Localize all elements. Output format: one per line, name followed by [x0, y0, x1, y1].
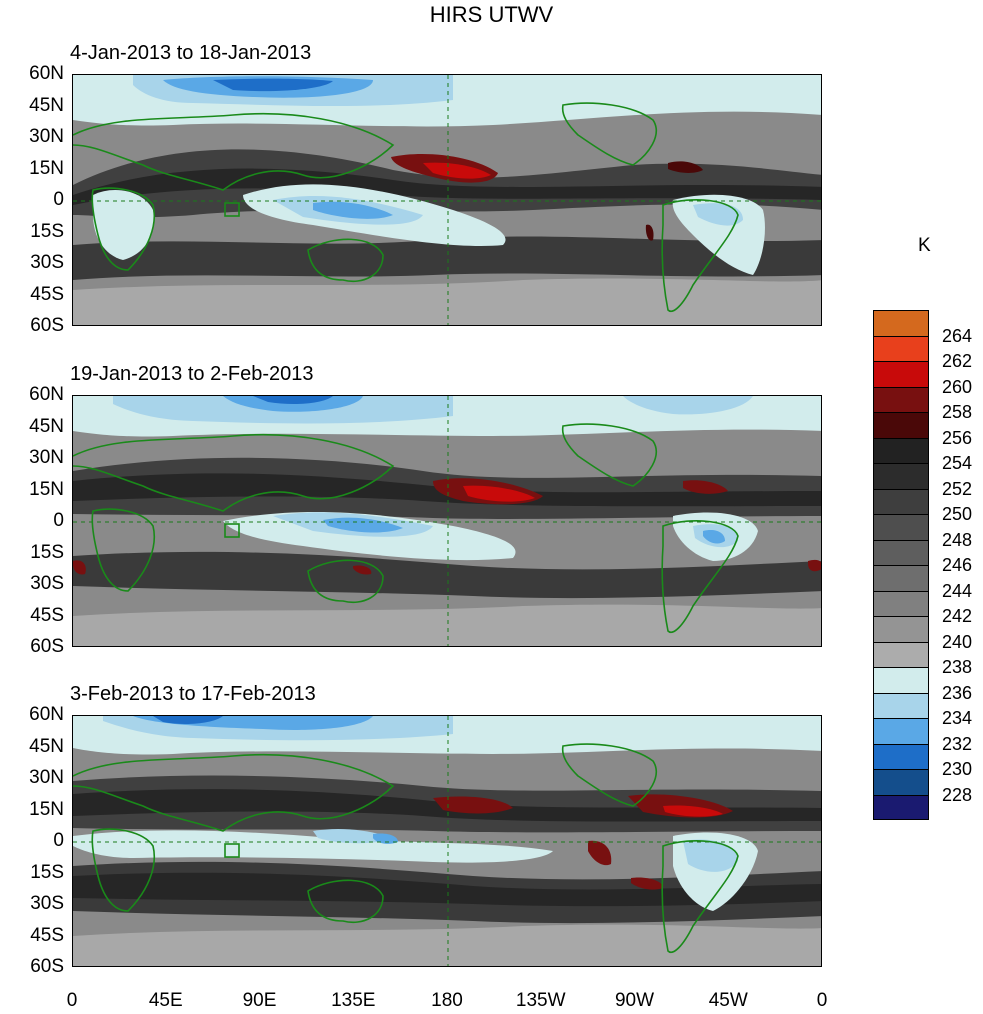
- colorbar-label-12: 240: [942, 631, 973, 652]
- colorbar-box-13: [873, 641, 929, 667]
- lat-label-2-2: 30N: [29, 447, 64, 468]
- colorbar-box-11: [873, 590, 929, 616]
- lon-label-2: 90E: [242, 990, 277, 1011]
- colorbar-label-0: 264: [942, 325, 973, 346]
- panel-1-title: 4-Jan-2013 to 18-Jan-2013: [70, 42, 312, 64]
- colorbar-label-6: 252: [942, 478, 973, 499]
- colorbar-label-10: 244: [942, 580, 973, 601]
- lat-label-2-8: 60S: [30, 636, 64, 657]
- figure-title: HIRS UTWV: [429, 2, 554, 27]
- lat-label-2-1: 45N: [29, 415, 64, 437]
- lat-label-1-3: 15N: [29, 157, 64, 179]
- lat-label-3-5: 15S: [30, 861, 64, 883]
- lat-label-1-0: 60N: [29, 63, 64, 84]
- colorbar-label-17: 230: [942, 759, 973, 779]
- colorbar-label-7: 250: [942, 504, 973, 524]
- panel-2-field: [73, 396, 821, 646]
- colorbar-box-16: [873, 718, 929, 744]
- lat-label-2-7: 45S: [30, 604, 64, 626]
- lon-label-3: 135E: [331, 990, 376, 1011]
- panel-2-map: [72, 395, 822, 647]
- lat-label-1-8: 60S: [30, 315, 64, 336]
- colorbar-box-9: [873, 539, 929, 565]
- colorbar-box-12: [873, 616, 929, 642]
- colorbar-label-13: 238: [942, 657, 973, 677]
- lat-label-2-4: 0: [53, 510, 64, 531]
- colorbar-box-5: [873, 437, 929, 463]
- lat-label-1-2: 30N: [29, 126, 64, 147]
- colorbar-label-9: 246: [942, 555, 973, 575]
- lon-label-4: 180: [431, 990, 463, 1011]
- colorbar-box-8: [873, 514, 929, 540]
- panel-3-map: [72, 715, 822, 967]
- lat-label-1-7: 45S: [30, 283, 64, 305]
- colorbar-box-18: [873, 769, 929, 795]
- lat-label-3-3: 15N: [29, 798, 64, 820]
- lat-label-1-5: 15S: [30, 220, 64, 242]
- colorbar-box-1: [873, 335, 929, 361]
- lat-label-3-6: 30S: [30, 893, 64, 914]
- lon-label-5: 135W: [515, 990, 566, 1011]
- lat-label-3-8: 60S: [30, 956, 64, 977]
- panel-3-field: [73, 716, 821, 966]
- lat-label-3-0: 60N: [29, 704, 64, 725]
- colorbar-label-18: 228: [942, 784, 973, 805]
- colorbar-box-14: [873, 667, 929, 693]
- panel-1-field: [73, 75, 821, 325]
- colorbar-box-10: [873, 565, 929, 591]
- colorbar-label-4: 256: [942, 427, 973, 448]
- colorbar-label-1: 262: [942, 351, 973, 371]
- lat-label-3-2: 30N: [29, 767, 64, 788]
- lat-label-3-1: 45N: [29, 735, 64, 757]
- colorbar-box-15: [873, 692, 929, 718]
- colorbar-label-14: 236: [942, 682, 973, 703]
- colorbar-box-6: [873, 463, 929, 489]
- colorbar-label-5: 254: [942, 453, 973, 473]
- lat-label-1-1: 45N: [29, 94, 64, 116]
- panel-3-title: 3-Feb-2013 to 17-Feb-2013: [70, 683, 316, 705]
- colorbar-box-0: [873, 310, 929, 336]
- lat-label-1-4: 0: [53, 189, 64, 210]
- lat-label-2-3: 15N: [29, 478, 64, 500]
- lon-label-8: 0: [816, 990, 828, 1011]
- colorbar-box-19: [873, 794, 929, 820]
- colorbar-label-8: 248: [942, 529, 973, 550]
- colorbar-box-7: [873, 488, 929, 514]
- colorbar-label-11: 242: [942, 606, 973, 626]
- colorbar-label-15: 234: [942, 708, 973, 728]
- colorbar-box-2: [873, 361, 929, 387]
- lon-label-6: 90W: [614, 990, 655, 1011]
- colorbar-box-17: [873, 743, 929, 769]
- lon-label-1: 45E: [148, 990, 183, 1011]
- lat-label-3-4: 0: [53, 830, 64, 851]
- lon-label-0: 0: [66, 990, 78, 1011]
- lat-label-2-0: 60N: [29, 384, 64, 405]
- colorbar-label-2: 260: [942, 376, 973, 397]
- panel-1-map: [72, 74, 822, 326]
- colorbar-label-3: 258: [942, 402, 973, 422]
- lat-label-2-5: 15S: [30, 541, 64, 563]
- panel-2-title: 19-Jan-2013 to 2-Feb-2013: [70, 363, 314, 385]
- lat-label-3-7: 45S: [30, 924, 64, 946]
- colorbar-unit: K: [918, 235, 931, 256]
- lon-label-7: 45W: [708, 990, 748, 1011]
- colorbar-box-3: [873, 386, 929, 412]
- colorbar-box-4: [873, 412, 929, 438]
- lat-label-1-6: 30S: [30, 252, 64, 273]
- colorbar-label-16: 232: [942, 733, 973, 754]
- lat-label-2-6: 30S: [30, 573, 64, 594]
